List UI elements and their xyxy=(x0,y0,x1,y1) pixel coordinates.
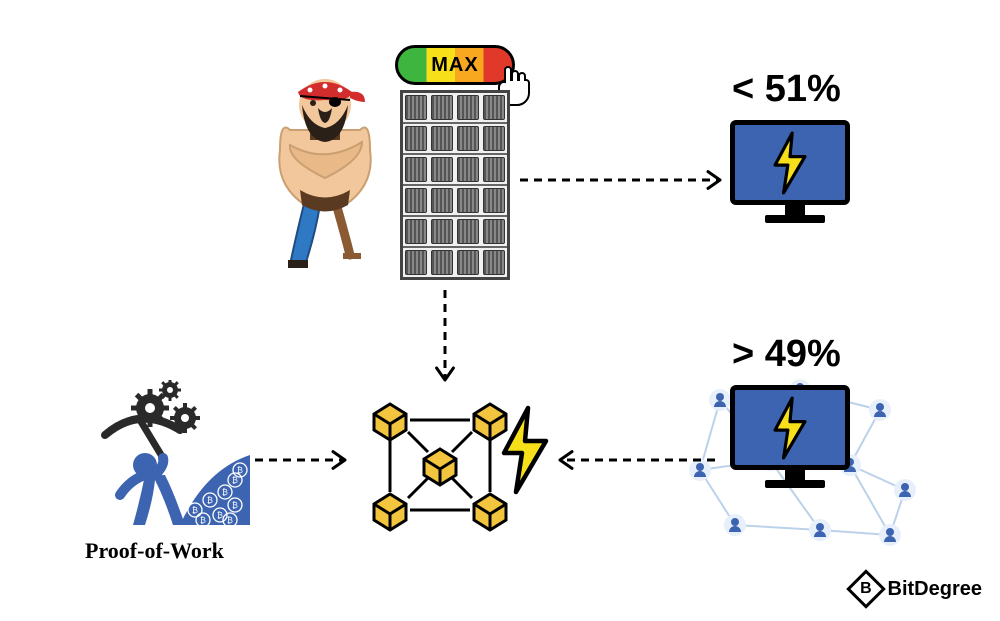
svg-text:₿: ₿ xyxy=(192,506,198,515)
brand-name: BitDegree xyxy=(888,578,982,601)
rack-frame xyxy=(400,90,510,280)
proof-of-work-label: Proof-of-Work xyxy=(85,538,224,564)
svg-text:₿: ₿ xyxy=(217,511,223,520)
svg-text:₿: ₿ xyxy=(222,488,228,497)
mining-rig-rack xyxy=(400,90,510,280)
monitor-49 xyxy=(730,385,850,470)
svg-text:₿: ₿ xyxy=(227,516,233,525)
svg-text:₿: ₿ xyxy=(232,501,238,510)
svg-text:₿: ₿ xyxy=(237,466,243,475)
svg-text:₿: ₿ xyxy=(232,476,238,485)
max-label: MAX xyxy=(431,54,478,77)
lightning-icon xyxy=(766,131,814,195)
pirate-character xyxy=(250,50,400,270)
computer-49 xyxy=(730,385,860,500)
computer-51 xyxy=(730,120,860,235)
lightning-icon xyxy=(495,405,555,495)
svg-text:₿: ₿ xyxy=(207,496,213,505)
svg-text:₿: ₿ xyxy=(200,516,206,525)
label-51pct: < 51% xyxy=(732,68,841,111)
brand-watermark: B BitDegree xyxy=(852,575,982,603)
brand-badge-icon: B xyxy=(846,569,886,609)
label-49pct: > 49% xyxy=(732,333,841,376)
infographic-canvas: MAX xyxy=(0,0,1000,621)
miner-pow-icon: ₿₿₿₿₿₿₿₿₿ xyxy=(85,380,255,550)
lightning-icon xyxy=(766,396,814,460)
monitor-51 xyxy=(730,120,850,205)
